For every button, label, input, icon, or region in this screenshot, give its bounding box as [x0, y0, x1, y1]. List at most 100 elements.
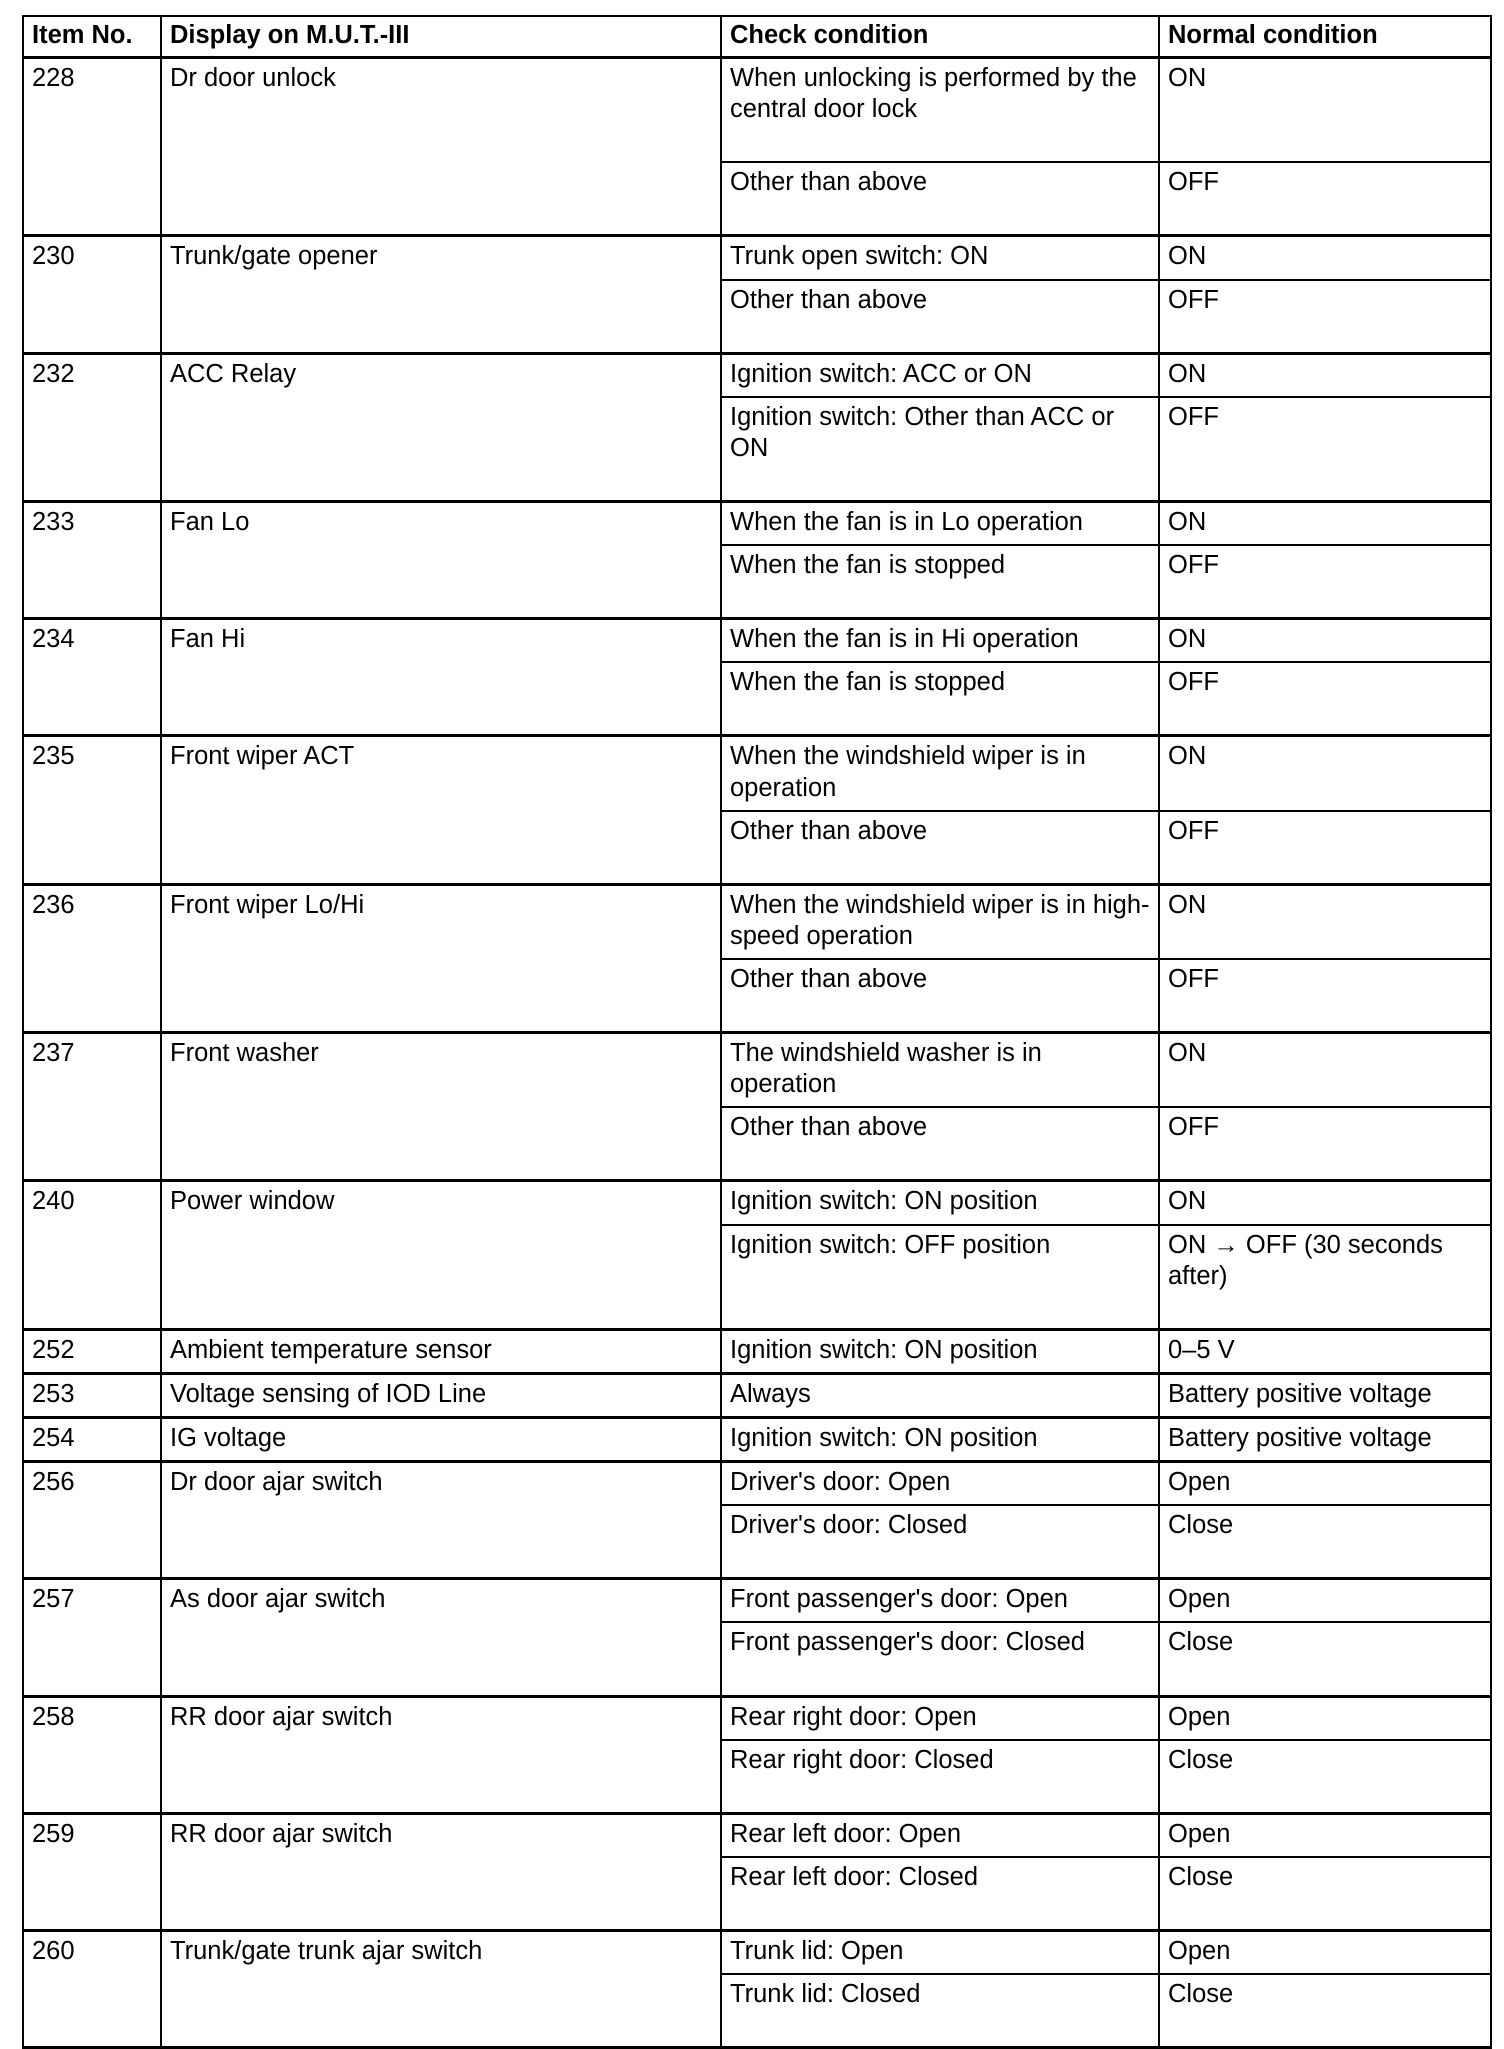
- cell-check-condition: Ignition switch: ON position: [720, 1327, 1160, 1375]
- cell-check-condition: Driver's door: Closed: [720, 1504, 1160, 1581]
- cell-normal-condition: Open: [1158, 1460, 1492, 1507]
- cell-normal-condition: OFF: [1158, 161, 1492, 238]
- cell-normal-condition: OFF: [1158, 395, 1492, 503]
- cell-item-no: 260: [22, 1928, 162, 2049]
- cell-check-condition: Other than above: [720, 957, 1160, 1035]
- table-header-row: Item No. Display on M.U.T.-III Check con…: [22, 15, 1492, 60]
- cell-display-name: Fan Hi: [160, 617, 722, 738]
- cell-display-name: IG voltage: [160, 1415, 722, 1464]
- cell-item-no: 235: [22, 734, 162, 886]
- column-header-display: Display on M.U.T.-III: [160, 15, 722, 60]
- cell-display-name: Power window: [160, 1179, 722, 1331]
- cell-item-no: 256: [22, 1460, 162, 1581]
- cell-display-name: Dr door ajar switch: [160, 1460, 722, 1581]
- table-row: 257 As door ajar switch Front passenger's …: [22, 1577, 1492, 1698]
- table-row: 235 Front wiper ACT When the windshield wi…: [22, 734, 1492, 886]
- cell-normal-condition: OFF: [1158, 661, 1492, 738]
- cell-check-condition: Other than above: [720, 278, 1160, 355]
- cell-normal-condition: ON → OFF (30 seconds after): [1158, 1223, 1492, 1331]
- table-row: 228 Dr door unlock When unlocking is perfo…: [22, 56, 1492, 238]
- table-row: 234 Fan Hi When the fan is in Hi operation…: [22, 617, 1492, 738]
- table-row: 253 Voltage sensing of IOD Line Always Batt…: [22, 1371, 1492, 1419]
- table-header: Item No. Display on M.U.T.-III Check con…: [22, 15, 1492, 60]
- cell-normal-condition: ON: [1158, 499, 1492, 547]
- cell-normal-condition: Open: [1158, 1811, 1492, 1858]
- cell-normal-condition: Battery positive voltage: [1158, 1415, 1492, 1464]
- cell-display-name: Front wiper Lo/Hi: [160, 882, 722, 1035]
- cell-item-no: 258: [22, 1694, 162, 1815]
- cell-check-condition: Ignition switch: ON position: [720, 1179, 1160, 1226]
- cell-check-condition: Trunk lid: Closed: [720, 1973, 1160, 2049]
- table-row: 230 Trunk/gate opener Trunk open switch: O…: [22, 234, 1492, 355]
- cell-display-name: As door ajar switch: [160, 1577, 722, 1698]
- cell-normal-condition: OFF: [1158, 809, 1492, 886]
- cell-item-no: 230: [22, 234, 162, 355]
- column-header-check-condition: Check condition: [720, 15, 1160, 60]
- cell-check-condition: Rear right door: Closed: [720, 1738, 1160, 1815]
- table-row: Other than above OFF: [23, 278, 1492, 355]
- table-row: Ignition switch: OFF position ON → OFF (3…: [23, 1223, 1492, 1331]
- cell-check-condition: Rear left door: Closed: [720, 1855, 1160, 1932]
- column-header-normal-condition: Normal condition: [1158, 15, 1492, 60]
- cell-check-condition: Front passenger's door: Open: [720, 1577, 1160, 1624]
- cell-item-no: 236: [22, 882, 162, 1035]
- cell-check-condition: The windshield washer is in operation: [720, 1031, 1160, 1109]
- table-row: Other than above OFF: [23, 1106, 1492, 1183]
- cell-item-no: 237: [22, 1031, 162, 1183]
- table-row: 232 ACC Relay Ignition switch: ACC or ON ON: [22, 351, 1492, 503]
- cell-item-no: 233: [22, 499, 162, 621]
- cell-display-name: ACC Relay: [160, 351, 722, 503]
- table-row: 252 Ambient temperature sensor Ignition sw…: [22, 1327, 1492, 1375]
- cell-normal-condition: ON: [1158, 351, 1492, 398]
- cell-item-no: 254: [22, 1415, 162, 1464]
- cell-normal-condition: OFF: [1158, 957, 1492, 1035]
- cell-normal-condition: OFF: [1158, 544, 1492, 621]
- cell-display-name: Voltage sensing of IOD Line: [160, 1371, 722, 1419]
- table-row: 258 RR door ajar switch Rear right door: O…: [22, 1694, 1492, 1815]
- cell-item-no: 232: [22, 351, 162, 503]
- cell-check-condition: Rear right door: Open: [720, 1694, 1160, 1741]
- table-row: Other than above OFF: [23, 161, 1492, 238]
- table-row: 236 Front wiper Lo/Hi When the windshield …: [22, 882, 1492, 1035]
- cell-item-no: 240: [22, 1179, 162, 1331]
- table-row: When the fan is stopped OFF: [23, 544, 1492, 621]
- cell-check-condition: When the fan is in Lo operation: [720, 499, 1160, 547]
- table-row: 260 Trunk/gate trunk ajar switch Trunk lid…: [22, 1928, 1492, 2049]
- cell-normal-condition: Close: [1158, 1973, 1492, 2049]
- table-row: 237 Front washer The windshield washer is …: [22, 1031, 1492, 1183]
- cell-check-condition: Driver's door: Open: [720, 1460, 1160, 1507]
- service-data-item-table: Item No. Display on M.U.T.-III Check con…: [22, 15, 1492, 2049]
- table-row: Driver's door: Closed Close: [23, 1504, 1492, 1581]
- cell-display-name: Dr door unlock: [160, 56, 722, 238]
- cell-display-name: RR door ajar switch: [160, 1811, 722, 1932]
- cell-check-condition: Ignition switch: ON position: [720, 1415, 1160, 1464]
- cell-item-no: 259: [22, 1811, 162, 1932]
- cell-check-condition: When the fan is stopped: [720, 661, 1160, 738]
- table-row: 254 IG voltage Ignition switch: ON positio…: [22, 1415, 1492, 1464]
- cell-normal-condition: 0–5 V: [1158, 1327, 1492, 1375]
- cell-check-condition: Trunk lid: Open: [720, 1928, 1160, 1976]
- table-row: Front passenger's door: Closed Close: [23, 1621, 1492, 1698]
- cell-item-no: 252: [22, 1327, 162, 1375]
- cell-check-condition: Other than above: [720, 161, 1160, 238]
- cell-check-condition: Ignition switch: ACC or ON: [720, 351, 1160, 398]
- cell-check-condition: When the windshield wiper is in high-spe…: [720, 882, 1160, 960]
- cell-normal-condition: Open: [1158, 1694, 1492, 1741]
- cell-check-condition: When the windshield wiper is in operatio…: [720, 734, 1160, 812]
- cell-display-name: Ambient temperature sensor: [160, 1327, 722, 1375]
- table-row: When the fan is stopped OFF: [23, 661, 1492, 738]
- cell-item-no: 253: [22, 1371, 162, 1419]
- table-row: 240 Power window Ignition switch: ON posit…: [22, 1179, 1492, 1331]
- cell-display-name: RR door ajar switch: [160, 1694, 722, 1815]
- cell-check-condition: Front passenger's door: Closed: [720, 1621, 1160, 1698]
- cell-check-condition: Always: [720, 1371, 1160, 1419]
- cell-check-condition: Ignition switch: OFF position: [720, 1223, 1160, 1331]
- table-row: 256 Dr door ajar switch Driver's door: Ope…: [22, 1460, 1492, 1581]
- document-page: Item No. Display on M.U.T.-III Check con…: [22, 15, 1492, 2049]
- cell-normal-condition: Close: [1158, 1621, 1492, 1698]
- cell-check-condition: When unlocking is performed by the centr…: [720, 56, 1160, 164]
- table-row: Other than above OFF: [23, 809, 1492, 886]
- cell-display-name: Trunk/gate opener: [160, 234, 722, 355]
- cell-normal-condition: ON: [1158, 56, 1492, 164]
- cell-check-condition: Trunk open switch: ON: [720, 234, 1160, 281]
